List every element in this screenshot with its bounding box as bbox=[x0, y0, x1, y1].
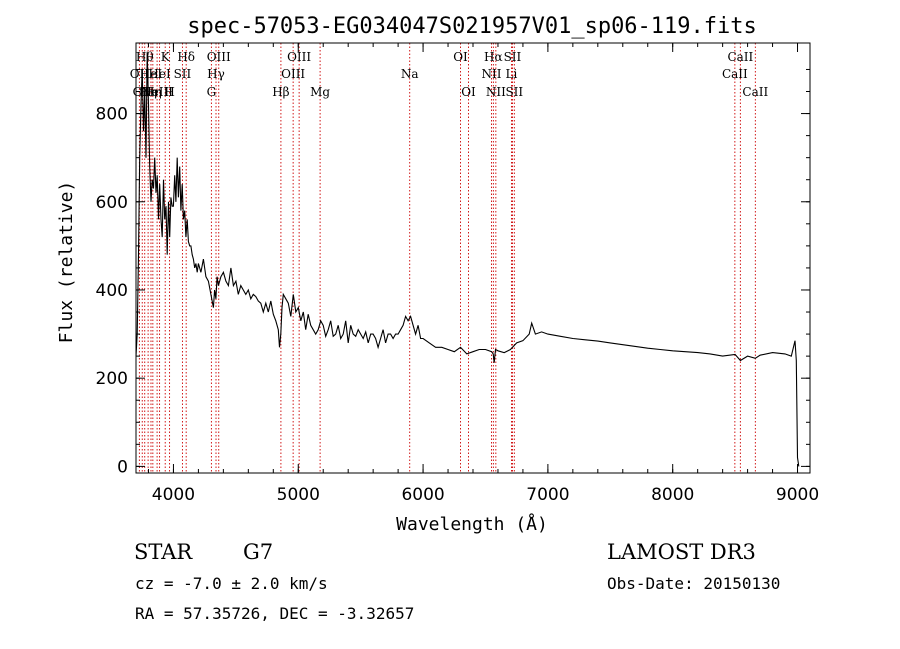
x-tick-label: 7000 bbox=[526, 485, 569, 505]
line-label: Hβ bbox=[272, 85, 289, 99]
line-label: Hγ bbox=[207, 67, 225, 81]
line-label: OI bbox=[461, 85, 476, 99]
line-label: OIII bbox=[287, 50, 311, 64]
plot-frame bbox=[135, 42, 811, 474]
y-tick-label: 400 bbox=[96, 281, 128, 301]
y-tick-label: 200 bbox=[96, 369, 128, 389]
line-label: CaII bbox=[727, 50, 753, 64]
spectral-line-labels: OIIOIIHθHηHeIHηNeIIIHeIKHSIIHδGHγOIIIHβO… bbox=[130, 50, 769, 99]
y-tick-label: 0 bbox=[117, 457, 128, 477]
object-subclass: G7 bbox=[243, 540, 274, 564]
y-axis-label: Flux (relative) bbox=[56, 181, 77, 344]
line-label: Hθ bbox=[136, 50, 154, 64]
survey-name: LAMOST DR3 bbox=[607, 540, 756, 564]
x-tick-label: 4000 bbox=[152, 485, 195, 505]
line-label: HeI bbox=[140, 67, 163, 81]
line-label: G bbox=[207, 85, 217, 99]
x-tick-label: 9000 bbox=[776, 485, 819, 505]
line-label: OI bbox=[453, 50, 468, 64]
x-tick-label: 8000 bbox=[651, 485, 694, 505]
line-label: K bbox=[161, 50, 171, 64]
y-tick-label: 600 bbox=[96, 193, 128, 213]
line-label: SII bbox=[505, 85, 523, 99]
spectral-line-markers bbox=[138, 43, 756, 473]
x-tick-label: 6000 bbox=[401, 485, 444, 505]
line-label: OII bbox=[130, 67, 150, 81]
line-label: OIII bbox=[281, 67, 305, 81]
line-label: NII bbox=[486, 85, 506, 99]
line-label: Na bbox=[401, 67, 419, 81]
line-label: Hδ bbox=[177, 50, 195, 64]
line-label: SII bbox=[174, 67, 192, 81]
line-label: Mg bbox=[310, 85, 330, 99]
x-axis: 4000 5000 6000 7000 8000 9000 bbox=[147, 43, 819, 505]
x-tick-label: 5000 bbox=[277, 485, 320, 505]
ra-dec-coordinates: RA = 57.35726, DEC = -3.32657 bbox=[135, 604, 415, 623]
line-label: Hα bbox=[484, 50, 503, 64]
x-axis-label: Wavelength (Å) bbox=[396, 513, 548, 535]
line-label: NII bbox=[481, 67, 501, 81]
line-label: NeIII bbox=[141, 85, 173, 99]
line-label: Li bbox=[506, 67, 518, 81]
line-label: OIII bbox=[207, 50, 231, 64]
object-class: STAR bbox=[134, 540, 193, 564]
observation-date: Obs-Date: 20150130 bbox=[607, 574, 781, 593]
y-axis: 0 200 400 600 800 bbox=[96, 68, 810, 477]
line-label: H bbox=[164, 85, 174, 99]
line-label: CaII bbox=[742, 85, 768, 99]
y-tick-label: 800 bbox=[96, 105, 128, 125]
line-label: HeI bbox=[148, 67, 171, 81]
chart-title: spec-57053-EG034047S021957V01_sp06-119.f… bbox=[187, 14, 757, 39]
line-label: SII bbox=[504, 50, 522, 64]
spectrum-line bbox=[135, 51, 800, 467]
redshift-cz: cz = -7.0 ± 2.0 km/s bbox=[135, 574, 328, 593]
line-label: CaII bbox=[722, 67, 748, 81]
